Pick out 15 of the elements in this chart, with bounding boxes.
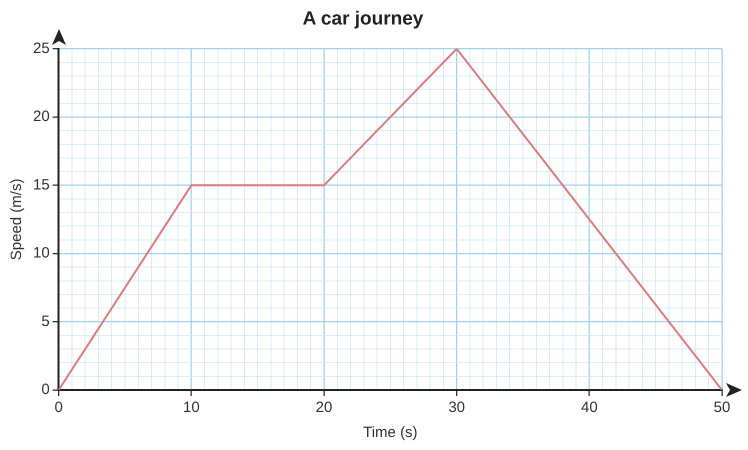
chart-title: A car journey — [302, 8, 424, 30]
x-tick-label: 40 — [580, 399, 598, 416]
x-tick-label: 30 — [448, 399, 466, 416]
x-tick-label: 20 — [316, 399, 332, 416]
y-axis-title: Speed (m/s) — [8, 178, 26, 260]
y-tick-label: 5 — [41, 312, 50, 330]
y-tick-label: 10 — [32, 244, 50, 262]
x-tick-label: 50 — [714, 399, 730, 416]
x-tick-label: 0 — [54, 399, 63, 416]
y-tick-label: 0 — [41, 381, 50, 398]
y-tick-label: 20 — [32, 108, 50, 126]
y-tick-label: 25 — [32, 40, 50, 57]
x-tick-label: 10 — [183, 399, 200, 416]
x-axis-title: Time (s) — [363, 424, 418, 442]
y-tick-label: 15 — [32, 176, 50, 194]
